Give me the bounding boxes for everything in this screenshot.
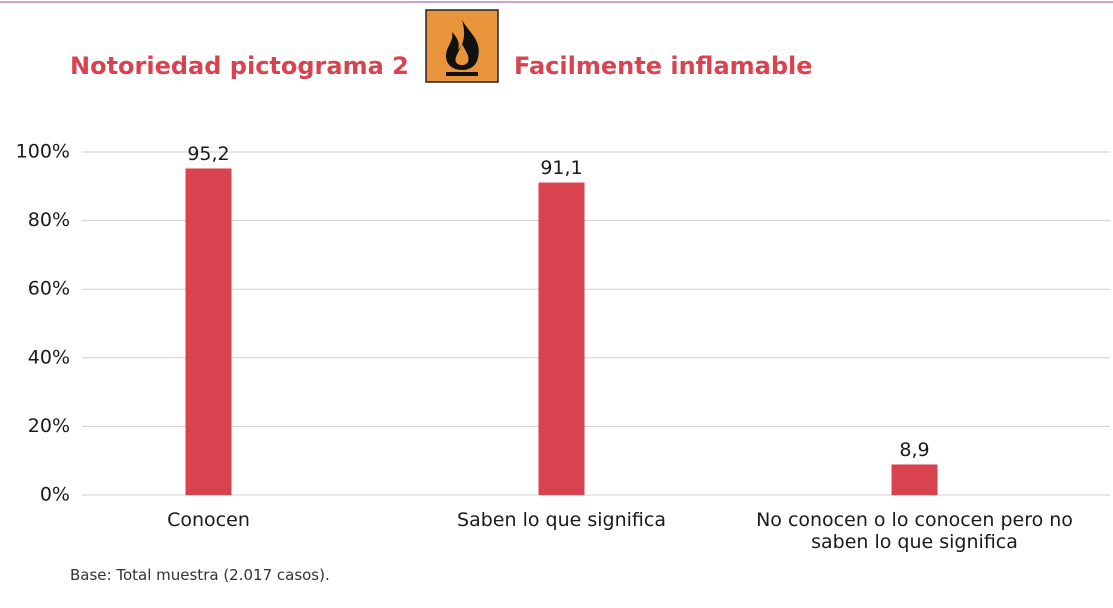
value-label: 95,2 — [187, 143, 229, 165]
value-label: 91,1 — [540, 157, 582, 179]
chart-subtitle: Facilmente inflamable — [514, 52, 813, 80]
value-label: 8,9 — [899, 439, 929, 461]
y-tick-label: 20% — [28, 415, 70, 437]
x-tick-label: No conocen o lo conocen pero no saben lo… — [756, 509, 1073, 553]
y-tick-label: 40% — [28, 346, 70, 368]
y-tick-label: 80% — [28, 209, 70, 231]
bar — [185, 168, 232, 496]
chart-title: Notoriedad pictograma 2 — [70, 52, 409, 80]
y-tick-label: 60% — [28, 278, 70, 300]
y-tick-label: 100% — [16, 141, 70, 163]
footnote: Base: Total muestra (2.017 casos). — [70, 566, 330, 584]
bar — [891, 464, 938, 495]
y-tick-label: 0% — [40, 484, 70, 506]
bar — [538, 182, 585, 496]
x-tick-label: Conocen — [167, 509, 250, 531]
flammable-icon — [425, 9, 499, 83]
x-tick-label: Saben lo que significa — [457, 509, 666, 531]
